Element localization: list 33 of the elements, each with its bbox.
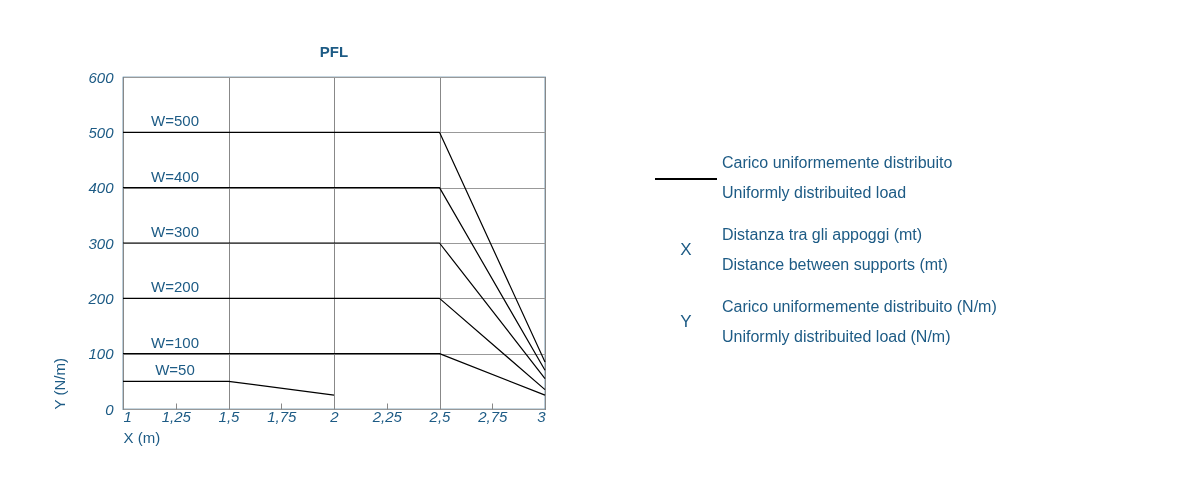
y-tick-label: 0 (105, 400, 115, 418)
series-label: W=500 (151, 112, 199, 130)
text: Distanza tra gli appoggi (mt) (722, 225, 924, 245)
x-axis-title: X (m) (123, 428, 161, 446)
series-label: W=50 (155, 361, 195, 379)
y-tick-label: 100 (88, 345, 115, 363)
x-tick-label: 1,75 (267, 407, 297, 425)
y-axis-title: Y (N/m) (51, 358, 69, 410)
y-tick-label: 300 (88, 234, 115, 252)
x-tick-label: 3 (537, 407, 547, 425)
text: X (680, 240, 692, 259)
text: Y (680, 312, 692, 331)
x-tick-label: 2,5 (428, 407, 452, 425)
text: Carico uniformemente distribuito (722, 153, 953, 173)
x-tick-label: 1,25 (161, 407, 192, 425)
x-tick-label: 2,75 (477, 407, 508, 425)
series-label: W=300 (151, 223, 199, 240)
text: Distance between supports (mt) (722, 255, 948, 275)
x-tick-label: 2 (329, 407, 340, 425)
x-tick-label: 2,25 (371, 407, 403, 425)
y-tick-label: 200 (87, 289, 115, 307)
series-label: W=100 (151, 333, 199, 351)
text: Carico uniformemente distribuito (N/m) (722, 297, 997, 317)
series-label: W=400 (151, 167, 199, 185)
y-tick-label: 400 (88, 179, 115, 197)
y-tick-label: 500 (88, 123, 115, 141)
series-label: W=200 (151, 278, 199, 296)
text: Uniformly distribuited load (722, 183, 908, 203)
y-tick-label: 600 (88, 68, 115, 86)
chart-title: PFL (319, 43, 349, 60)
x-tick-label: 1 (123, 407, 132, 425)
text: Uniformly distribuited load (N/m) (722, 327, 952, 347)
x-tick-label: 1,5 (218, 407, 241, 425)
